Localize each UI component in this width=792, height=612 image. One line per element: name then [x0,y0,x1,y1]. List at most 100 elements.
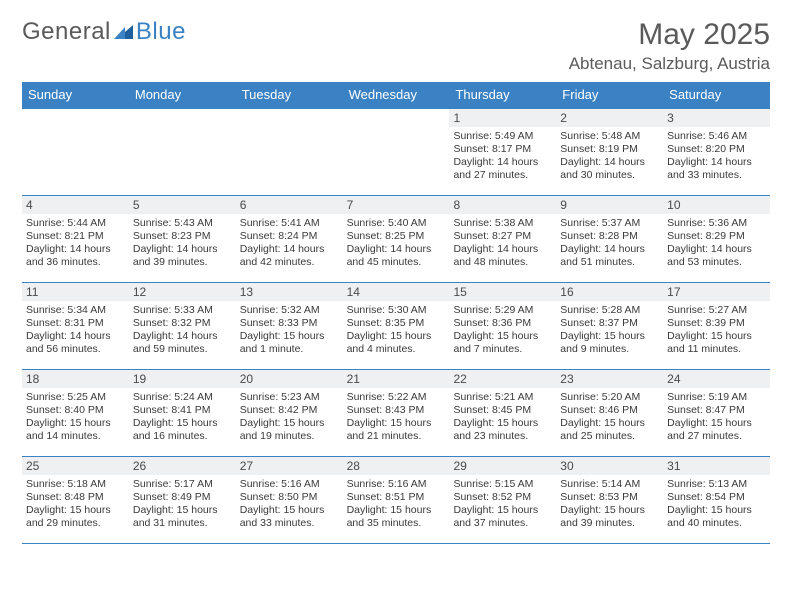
daylight-line: Daylight: 14 hours and 59 minutes. [133,330,232,356]
week-row: 25Sunrise: 5:18 AMSunset: 8:48 PMDayligh… [22,456,770,544]
daylight-line: Daylight: 15 hours and 4 minutes. [347,330,446,356]
day-cell: 10Sunrise: 5:36 AMSunset: 8:29 PMDayligh… [663,196,770,282]
sunrise-line: Sunrise: 5:41 AM [240,217,339,230]
sunset-line: Sunset: 8:51 PM [347,491,446,504]
day-number: 18 [22,370,129,388]
day-number: 10 [663,196,770,214]
day-number: 19 [129,370,236,388]
day-number: 16 [556,283,663,301]
sunset-line: Sunset: 8:46 PM [560,404,659,417]
day-number: 7 [343,196,450,214]
daylight-line: Daylight: 14 hours and 36 minutes. [26,243,125,269]
sunset-line: Sunset: 8:37 PM [560,317,659,330]
sunrise-line: Sunrise: 5:16 AM [347,478,446,491]
sunrise-line: Sunrise: 5:17 AM [133,478,232,491]
day-cell [343,109,450,195]
day-body: Sunrise: 5:19 AMSunset: 8:47 PMDaylight:… [663,388,770,447]
daylight-line: Daylight: 15 hours and 14 minutes. [26,417,125,443]
day-cell: 5Sunrise: 5:43 AMSunset: 8:23 PMDaylight… [129,196,236,282]
week-row: 18Sunrise: 5:25 AMSunset: 8:40 PMDayligh… [22,369,770,456]
daylight-line: Daylight: 14 hours and 45 minutes. [347,243,446,269]
day-number: 4 [22,196,129,214]
day-cell: 30Sunrise: 5:14 AMSunset: 8:53 PMDayligh… [556,457,663,543]
day-cell: 22Sunrise: 5:21 AMSunset: 8:45 PMDayligh… [449,370,556,456]
day-body: Sunrise: 5:37 AMSunset: 8:28 PMDaylight:… [556,214,663,273]
daylight-line: Daylight: 15 hours and 9 minutes. [560,330,659,356]
daylight-line: Daylight: 15 hours and 40 minutes. [667,504,766,530]
sunrise-line: Sunrise: 5:19 AM [667,391,766,404]
day-number [236,109,343,127]
sunset-line: Sunset: 8:35 PM [347,317,446,330]
daylight-line: Daylight: 15 hours and 19 minutes. [240,417,339,443]
daylight-line: Daylight: 15 hours and 39 minutes. [560,504,659,530]
dow-cell: Wednesday [343,82,450,108]
day-body: Sunrise: 5:16 AMSunset: 8:51 PMDaylight:… [343,475,450,534]
sunrise-line: Sunrise: 5:40 AM [347,217,446,230]
daylight-line: Daylight: 14 hours and 30 minutes. [560,156,659,182]
day-cell: 2Sunrise: 5:48 AMSunset: 8:19 PMDaylight… [556,109,663,195]
day-cell: 27Sunrise: 5:16 AMSunset: 8:50 PMDayligh… [236,457,343,543]
day-cell: 3Sunrise: 5:46 AMSunset: 8:20 PMDaylight… [663,109,770,195]
day-cell: 24Sunrise: 5:19 AMSunset: 8:47 PMDayligh… [663,370,770,456]
day-number: 2 [556,109,663,127]
sunrise-line: Sunrise: 5:13 AM [667,478,766,491]
dow-cell: Saturday [663,82,770,108]
sunrise-line: Sunrise: 5:32 AM [240,304,339,317]
day-body: Sunrise: 5:33 AMSunset: 8:32 PMDaylight:… [129,301,236,360]
day-cell: 7Sunrise: 5:40 AMSunset: 8:25 PMDaylight… [343,196,450,282]
day-body: Sunrise: 5:36 AMSunset: 8:29 PMDaylight:… [663,214,770,273]
day-body: Sunrise: 5:18 AMSunset: 8:48 PMDaylight:… [22,475,129,534]
day-number: 6 [236,196,343,214]
header: General Blue May 2025 Abtenau, Salzburg,… [22,18,770,74]
day-cell: 13Sunrise: 5:32 AMSunset: 8:33 PMDayligh… [236,283,343,369]
day-body: Sunrise: 5:48 AMSunset: 8:19 PMDaylight:… [556,127,663,186]
sunset-line: Sunset: 8:47 PM [667,404,766,417]
day-body: Sunrise: 5:23 AMSunset: 8:42 PMDaylight:… [236,388,343,447]
day-cell: 19Sunrise: 5:24 AMSunset: 8:41 PMDayligh… [129,370,236,456]
dow-cell: Sunday [22,82,129,108]
day-cell: 4Sunrise: 5:44 AMSunset: 8:21 PMDaylight… [22,196,129,282]
week-row: 4Sunrise: 5:44 AMSunset: 8:21 PMDaylight… [22,195,770,282]
day-cell: 6Sunrise: 5:41 AMSunset: 8:24 PMDaylight… [236,196,343,282]
day-number: 14 [343,283,450,301]
day-cell: 18Sunrise: 5:25 AMSunset: 8:40 PMDayligh… [22,370,129,456]
day-body: Sunrise: 5:20 AMSunset: 8:46 PMDaylight:… [556,388,663,447]
sunset-line: Sunset: 8:48 PM [26,491,125,504]
day-body: Sunrise: 5:13 AMSunset: 8:54 PMDaylight:… [663,475,770,534]
sunset-line: Sunset: 8:39 PM [667,317,766,330]
day-cell: 14 Sunrise: 5:30 AMSunset: 8:35 PMDayligh… [343,283,450,369]
day-cell [129,109,236,195]
day-body: Sunrise: 5:17 AMSunset: 8:49 PMDaylight:… [129,475,236,534]
day-number: 30 [556,457,663,475]
day-body: Sunrise: 5:27 AMSunset: 8:39 PMDaylight:… [663,301,770,360]
week-row: 1Sunrise: 5:49 AMSunset: 8:17 PMDaylight… [22,108,770,195]
daylight-line: Daylight: 15 hours and 33 minutes. [240,504,339,530]
location: Abtenau, Salzburg, Austria [569,54,770,74]
sunset-line: Sunset: 8:54 PM [667,491,766,504]
sunset-line: Sunset: 8:32 PM [133,317,232,330]
day-number: 29 [449,457,556,475]
sunrise-line: Sunrise: 5:48 AM [560,130,659,143]
sunset-line: Sunset: 8:43 PM [347,404,446,417]
day-number: 8 [449,196,556,214]
day-cell: 17Sunrise: 5:27 AMSunset: 8:39 PMDayligh… [663,283,770,369]
day-number: 31 [663,457,770,475]
sunset-line: Sunset: 8:52 PM [453,491,552,504]
day-body: Sunrise: 5:49 AMSunset: 8:17 PMDaylight:… [449,127,556,186]
sunset-line: Sunset: 8:19 PM [560,143,659,156]
brand-part2: Blue [136,18,186,46]
sunrise-line: Sunrise: 5:30 AM [347,304,446,317]
sunrise-line: Sunrise: 5:24 AM [133,391,232,404]
day-body: Sunrise: 5:38 AMSunset: 8:27 PMDaylight:… [449,214,556,273]
day-body: Sunrise: 5:32 AMSunset: 8:33 PMDaylight:… [236,301,343,360]
sunrise-line: Sunrise: 5:49 AM [453,130,552,143]
sunset-line: Sunset: 8:42 PM [240,404,339,417]
dow-cell: Friday [556,82,663,108]
day-number: 13 [236,283,343,301]
day-number: 1 [449,109,556,127]
sunrise-line: Sunrise: 5:43 AM [133,217,232,230]
day-cell: 15Sunrise: 5:29 AMSunset: 8:36 PMDayligh… [449,283,556,369]
sunset-line: Sunset: 8:21 PM [26,230,125,243]
day-number: 24 [663,370,770,388]
daylight-line: Daylight: 14 hours and 42 minutes. [240,243,339,269]
